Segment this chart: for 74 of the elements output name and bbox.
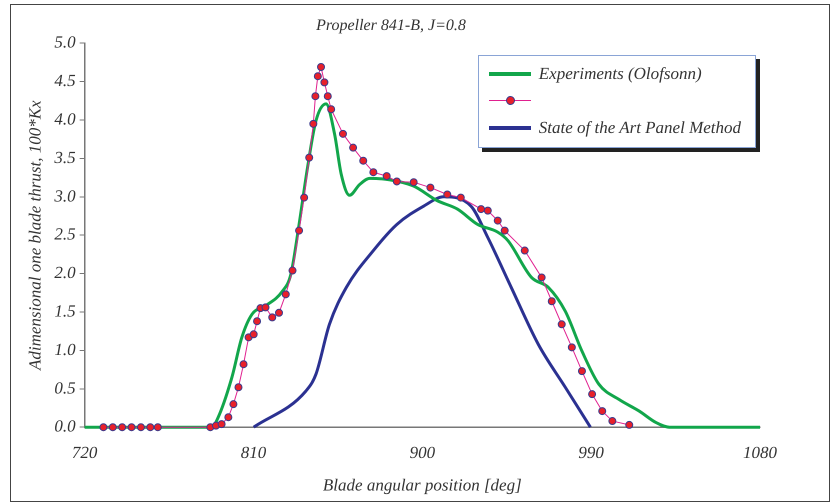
point [118,423,126,432]
point [410,178,418,186]
point [338,130,347,138]
y-axis-title: Adimensional one blade thrust, 100*Kx [26,100,45,372]
point [349,144,358,152]
point [477,205,486,214]
point [261,303,270,312]
point [359,156,368,165]
point [568,343,576,352]
point [426,184,434,192]
y-tick-label: 3.5 [53,148,76,167]
point [268,313,276,322]
point [282,290,290,298]
x-tick-label: 990 [578,442,604,462]
point [154,423,162,432]
point [520,246,529,255]
point [625,420,634,429]
point [369,168,378,176]
y-tick-label: 2.5 [54,224,76,244]
point [324,92,332,100]
legend-label: Experiments (Olofsonn) [538,64,702,84]
point [392,177,401,186]
point [305,154,314,162]
x-axis-title: Blade angular position [deg] [322,475,522,494]
point [288,266,297,275]
y-tick-label: 0.0 [54,416,76,436]
point [136,423,145,432]
point [253,317,262,326]
y-tick-label: 4.0 [54,109,76,128]
point [234,383,242,392]
point [548,297,556,306]
point [327,105,336,114]
chart-title: Propeller 841-B, J=0.8 [315,16,466,34]
point [218,420,226,428]
point [229,400,238,408]
y-tick-label: 4.5 [54,71,76,90]
point [309,120,318,128]
point [598,407,606,416]
point [108,423,117,432]
x-tick-label: 810 [240,442,267,462]
x-tick-label: 720 [72,442,98,462]
point [484,206,492,215]
point [224,413,232,422]
point [317,63,326,72]
point [300,194,308,202]
point [456,194,465,202]
point [443,190,452,198]
point [320,78,328,86]
point [128,423,136,432]
legend-label: State of the Art Panel Method [538,118,741,138]
point [608,417,616,426]
point [146,423,154,432]
point [99,423,108,432]
point [382,172,391,180]
point [558,320,566,328]
point [588,390,596,398]
point [538,273,546,282]
y-tick-label: 3.0 [53,186,76,206]
point [494,216,502,225]
point [311,92,320,100]
y-tick-label: 2.0 [54,263,76,282]
y-tick-label: 1.0 [54,340,76,359]
y-tick-label: 0.5 [54,378,76,398]
point [240,360,248,368]
x-tick-label: 1080 [743,442,778,462]
point [275,308,283,317]
point [250,330,258,338]
point [295,226,304,235]
y-tick-label: 1.5 [54,301,76,320]
x-tick-label: 900 [410,442,436,462]
point [500,226,509,235]
point [314,72,322,80]
y-tick-label: 5.0 [54,32,76,52]
point [578,367,586,376]
